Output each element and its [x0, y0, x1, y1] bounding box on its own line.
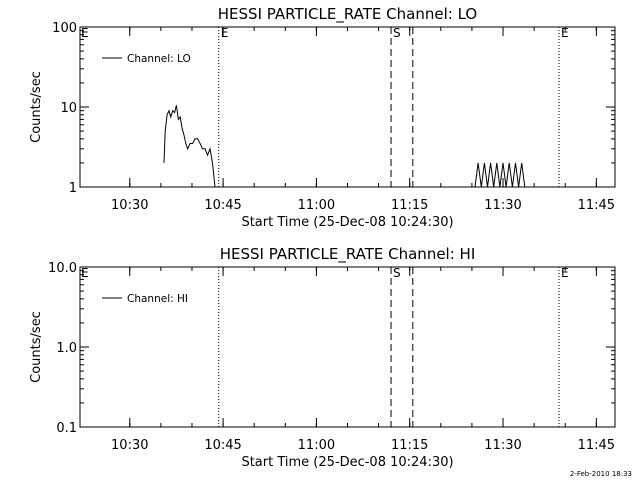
chart2-xtick-label-1: 10:45 — [204, 438, 241, 453]
chart1-corner-label: E — [81, 26, 89, 40]
chart2-xtick-label-0: 10:30 — [111, 438, 148, 453]
chart1-xtick-label-0: 10:30 — [111, 198, 148, 213]
chart2-marker-label-3: E — [561, 266, 569, 280]
chart2-xtick-label-4: 11:30 — [484, 438, 521, 453]
chart1-marker-label-3: E — [561, 26, 569, 40]
chart2-legend-label: Channel: HI — [127, 293, 188, 305]
chart1-xlabel: Start Time (25-Dec-08 10:24:30) — [241, 215, 453, 230]
chart1-xtick-label-5: 11:45 — [578, 198, 615, 213]
chart2-ytick-label-2: 10.0 — [48, 261, 77, 276]
chart1-xtick-label-3: 11:15 — [391, 198, 428, 213]
chart1-xtick-label-2: 11:00 — [298, 198, 335, 213]
chart1-xtick-label-4: 11:30 — [484, 198, 521, 213]
chart1-legend-label: Channel: LO — [127, 53, 191, 65]
footer-timestamp: 2-Feb-2010 18:33 — [569, 470, 632, 478]
chart2-xtick-label-5: 11:45 — [578, 438, 615, 453]
chart2-xtick-label-2: 11:00 — [298, 438, 335, 453]
chart2-ytick-label-0: 0.1 — [56, 421, 77, 436]
chart1-marker-label-1: S — [393, 26, 401, 40]
chart1-ytick-label-2: 100 — [52, 21, 77, 36]
chart2-ylabel: Counts/sec — [29, 311, 44, 383]
chart1-xtick-label-1: 10:45 — [204, 198, 241, 213]
chart2-corner-label: E — [81, 266, 89, 280]
chart1-ylabel: Counts/sec — [29, 71, 44, 143]
chart2-xlabel: Start Time (25-Dec-08 10:24:30) — [241, 455, 453, 470]
chart1-ytick-label-0: 1 — [69, 181, 77, 196]
chart1-marker-label-0: E — [221, 26, 229, 40]
chart2-title: HESSI PARTICLE_RATE Channel: HI — [220, 245, 476, 264]
chart1-ytick-label-1: 10 — [60, 101, 77, 116]
chart1-title: HESSI PARTICLE_RATE Channel: LO — [218, 5, 477, 24]
chart1-series-line-0-0 — [163, 105, 216, 188]
chart2-xtick-label-3: 11:15 — [391, 438, 428, 453]
chart1-frame — [79, 26, 616, 188]
chart2-frame — [79, 266, 616, 428]
chart2-marker-label-1: S — [393, 266, 401, 280]
chart2-ytick-label-1: 1.0 — [56, 341, 77, 356]
chart1-series-line-0-1 — [474, 162, 526, 188]
